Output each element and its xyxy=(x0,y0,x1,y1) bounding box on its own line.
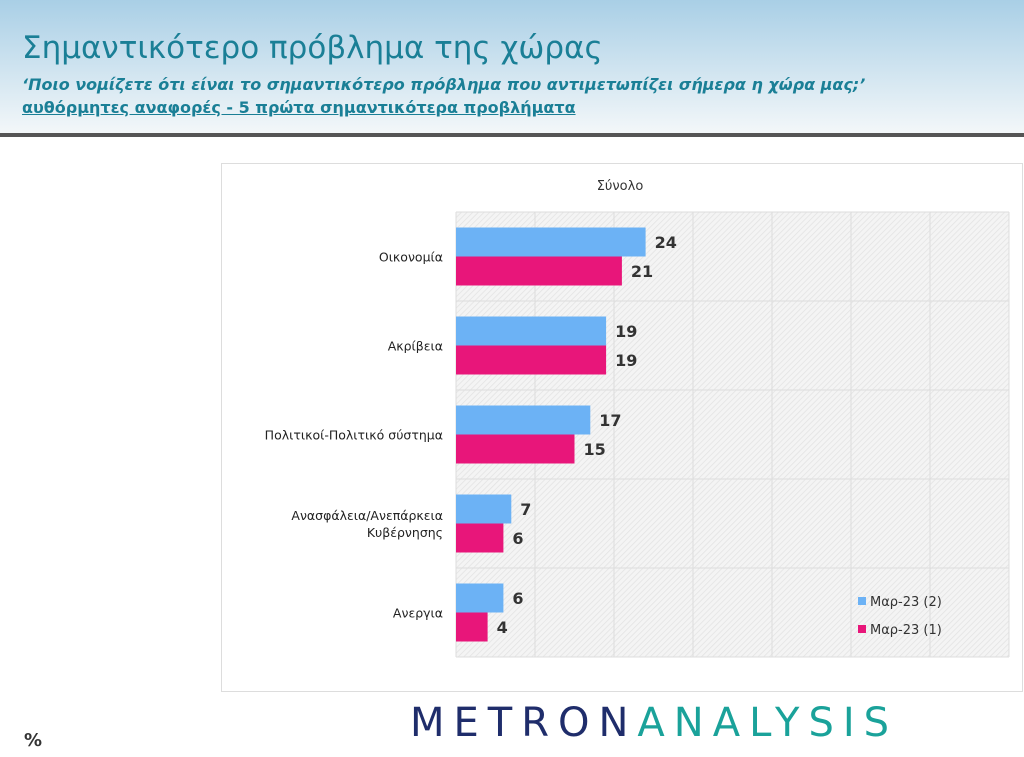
bar xyxy=(456,583,504,613)
header: Σημαντικότερο πρόβλημα της χώρας ‘Ποιο ν… xyxy=(0,0,1024,137)
data-label: 19 xyxy=(615,351,637,370)
data-label: 24 xyxy=(655,233,677,252)
note-text: αυθόρμητες αναφορές - 5 πρώτα σημαντικότ… xyxy=(22,98,576,117)
question-text: ‘Ποιο νομίζετε ότι είναι το σημαντικότερ… xyxy=(22,75,866,94)
category-label: Κυβέρνησης xyxy=(367,525,443,540)
unit-label: % xyxy=(24,730,43,751)
page-title: Σημαντικότερο πρόβλημα της χώρας xyxy=(22,30,603,66)
category-label: Ακρίβεια xyxy=(388,339,443,354)
chart-title: Σύνολο xyxy=(597,179,644,194)
category-label: Πολιτικοί-Πολιτικό σύστημα xyxy=(265,428,443,443)
bar xyxy=(456,227,646,257)
bar xyxy=(456,405,591,435)
bar xyxy=(456,612,488,642)
data-label: 6 xyxy=(512,529,523,548)
data-label: 6 xyxy=(512,589,523,608)
category-label: Ανεργια xyxy=(393,606,443,621)
data-label: 15 xyxy=(584,440,606,459)
data-label: 17 xyxy=(599,411,621,430)
bar xyxy=(456,256,622,286)
bar xyxy=(456,316,607,346)
category-label: Ανασφάλεια/Ανεπάρκεια xyxy=(291,508,443,523)
legend-swatch xyxy=(858,597,866,605)
data-label: 21 xyxy=(631,262,653,281)
data-label: 19 xyxy=(615,322,637,341)
legend-label: Μαρ-23 (1) xyxy=(870,623,942,638)
legend-label: Μαρ-23 (2) xyxy=(870,595,942,610)
data-label: 7 xyxy=(520,500,531,519)
bar xyxy=(456,523,504,553)
data-label: 4 xyxy=(497,618,508,637)
bar xyxy=(456,345,607,375)
metron-analysis-logo: METRONANALYSIS xyxy=(410,700,899,746)
legend-swatch xyxy=(858,625,866,633)
category-label: Οικονομία xyxy=(379,250,443,265)
bar xyxy=(456,494,512,524)
bar xyxy=(456,434,575,464)
